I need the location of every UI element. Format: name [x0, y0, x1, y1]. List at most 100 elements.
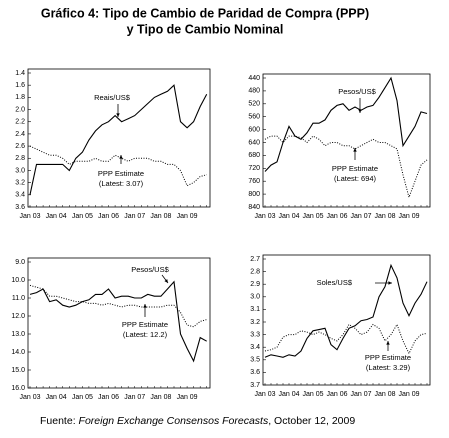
series-label: PPP Estimate	[98, 169, 144, 178]
series-line	[29, 145, 207, 187]
title-line: Gráfico 4: Tipo de Cambio de Paridad de …	[41, 6, 369, 20]
y-tick-label: 3.2	[15, 179, 25, 186]
y-tick-label: 2.8	[250, 268, 260, 275]
x-tick-label: Jan 07	[350, 391, 371, 398]
x-tick-label: Jan 07	[124, 213, 145, 220]
x-tick-label: Jan 06	[326, 391, 347, 398]
y-tick-label: 3.5	[250, 357, 260, 364]
y-tick-label: 13.0	[11, 331, 25, 338]
y-tick-label: 520	[248, 101, 260, 108]
arrow-head	[119, 155, 123, 159]
y-tick-label: 440	[248, 75, 260, 82]
source: Fuente: Foreign Exchange Consensos Forec…	[40, 415, 355, 427]
y-tick-label: 3.0	[15, 167, 25, 174]
y-tick-label: 600	[248, 126, 260, 133]
y-tick-label: 760	[248, 178, 260, 185]
y-tick-label: 1.8	[15, 94, 25, 101]
x-tick-label: Jan 03	[19, 394, 40, 401]
x-tick-label: Jan 04	[46, 213, 67, 220]
x-tick-label: Jan 09	[398, 391, 419, 398]
y-tick-label: 9.0	[15, 259, 25, 266]
x-tick-label: Jan 04	[278, 391, 299, 398]
y-tick-label: 11.0	[12, 295, 25, 302]
y-tick-label: 15.0	[11, 367, 25, 374]
x-tick-label: Jan 06	[326, 213, 347, 220]
y-tick-label: 1.4	[15, 70, 25, 77]
x-tick-label: Jan 05	[72, 213, 93, 220]
annotation: (Latest: 12.2)	[123, 330, 168, 339]
x-tick-label: Jan 03	[254, 213, 275, 220]
series-line	[264, 135, 428, 199]
arrow-head	[164, 279, 168, 283]
x-tick-label: Jan 08	[374, 391, 395, 398]
y-tick-label: 14.0	[11, 349, 25, 356]
arrow-head	[353, 148, 357, 152]
x-tick-label: Jan 08	[374, 213, 395, 220]
y-tick-label: 2.7	[250, 256, 260, 263]
x-tick-label: Jan 05	[302, 213, 323, 220]
series-label: Pesos/US$	[131, 265, 169, 274]
x-tick-label: Jan 05	[72, 394, 93, 401]
y-tick-label: 840	[248, 204, 260, 211]
x-tick-label: Jan 08	[150, 394, 171, 401]
plot-frame	[262, 73, 431, 208]
y-tick-label: 10.0	[11, 277, 25, 284]
y-tick-label: 640	[248, 139, 260, 146]
x-tick-label: Jan 04	[46, 394, 67, 401]
series-line	[29, 84, 208, 195]
x-tick-label: Jan 09	[177, 213, 198, 220]
series-line	[29, 284, 207, 328]
series-label: PPP Estimate	[122, 320, 168, 329]
x-tick-label: Jan 06	[98, 394, 119, 401]
y-tick-label: 2.4	[15, 131, 25, 138]
y-tick-label: 3.6	[250, 369, 260, 376]
arrow-head	[143, 304, 147, 308]
y-tick-label: 16.0	[11, 385, 25, 392]
y-tick-label: 3.4	[250, 344, 260, 351]
plot-frame	[27, 68, 211, 208]
source-suffix: , October 12, 2009	[268, 415, 355, 427]
source-prefix: Fuente:	[40, 415, 79, 427]
series-label: Pesos/US$	[338, 87, 376, 96]
y-tick-label: 800	[248, 191, 260, 198]
series-label: Soles/US$	[317, 278, 353, 287]
annotation: (Latest: 3.29)	[366, 363, 411, 372]
y-tick-label: 3.1	[250, 306, 260, 313]
series-line	[264, 323, 428, 355]
x-tick-label: Jan 07	[350, 213, 371, 220]
x-tick-label: Jan 06	[98, 213, 119, 220]
y-tick-label: 480	[248, 88, 260, 95]
y-tick-label: 1.6	[15, 82, 25, 89]
x-tick-label: Jan 03	[254, 391, 275, 398]
y-tick-label: 3.7	[250, 382, 260, 389]
y-tick-label: 2.6	[15, 143, 25, 150]
title-line: y Tipo de Cambio Nominal	[127, 22, 284, 36]
y-tick-label: 2.2	[15, 119, 25, 126]
x-tick-label: Jan 03	[19, 213, 40, 220]
series-label: PPP Estimate	[332, 164, 378, 173]
arrow-head	[116, 113, 120, 117]
x-tick-label: Jan 04	[278, 213, 299, 220]
y-tick-label: 3.3	[250, 331, 260, 338]
y-tick-label: 2.9	[250, 281, 260, 288]
y-tick-label: 3.2	[250, 319, 260, 326]
y-tick-label: 3.4	[15, 192, 25, 199]
y-tick-label: 3.0	[250, 294, 260, 301]
series-line	[264, 76, 428, 172]
y-tick-label: 720	[248, 165, 260, 172]
x-tick-label: Jan 09	[177, 394, 198, 401]
y-tick-label: 560	[248, 114, 260, 121]
y-tick-label: 2.0	[15, 106, 25, 113]
annotation: (Latest: 3.07)	[99, 179, 144, 188]
y-tick-label: 3.6	[15, 204, 25, 211]
plot-frame	[262, 254, 431, 386]
annotation: (Latest: 694)	[334, 174, 377, 183]
series-line	[29, 280, 207, 363]
series-label: PPP Estimate	[365, 353, 411, 362]
arrow-head	[388, 281, 392, 285]
x-tick-label: Jan 07	[124, 394, 145, 401]
source-italic: Foreign Exchange Consensos Forecasts	[79, 415, 269, 427]
y-tick-label: 12.0	[11, 313, 25, 320]
y-tick-label: 2.8	[15, 155, 25, 162]
